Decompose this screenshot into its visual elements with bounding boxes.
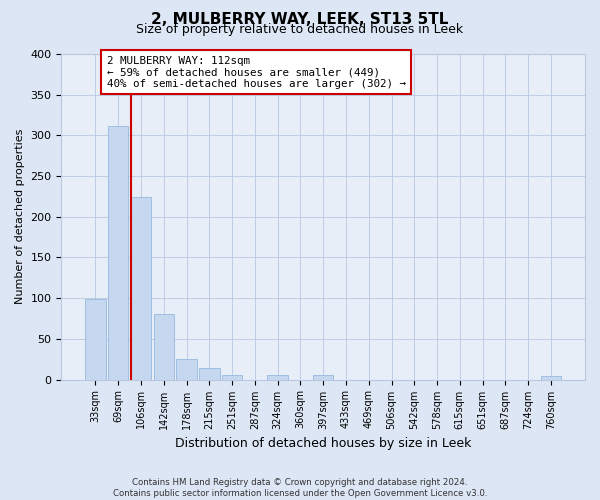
- Text: Size of property relative to detached houses in Leek: Size of property relative to detached ho…: [136, 22, 464, 36]
- Bar: [313, 374, 334, 380]
- Bar: [131, 198, 151, 380]
- Bar: [108, 126, 128, 380]
- Text: 2 MULBERRY WAY: 112sqm
← 59% of detached houses are smaller (449)
40% of semi-de: 2 MULBERRY WAY: 112sqm ← 59% of detached…: [107, 56, 406, 89]
- Bar: [176, 359, 197, 380]
- Bar: [222, 376, 242, 380]
- Bar: [85, 299, 106, 380]
- X-axis label: Distribution of detached houses by size in Leek: Distribution of detached houses by size …: [175, 437, 472, 450]
- Text: Contains HM Land Registry data © Crown copyright and database right 2024.
Contai: Contains HM Land Registry data © Crown c…: [113, 478, 487, 498]
- Y-axis label: Number of detached properties: Number of detached properties: [15, 129, 25, 304]
- Bar: [199, 368, 220, 380]
- Text: 2, MULBERRY WAY, LEEK, ST13 5TL: 2, MULBERRY WAY, LEEK, ST13 5TL: [151, 12, 449, 28]
- Bar: [154, 314, 174, 380]
- Bar: [541, 376, 561, 380]
- Bar: [268, 374, 288, 380]
